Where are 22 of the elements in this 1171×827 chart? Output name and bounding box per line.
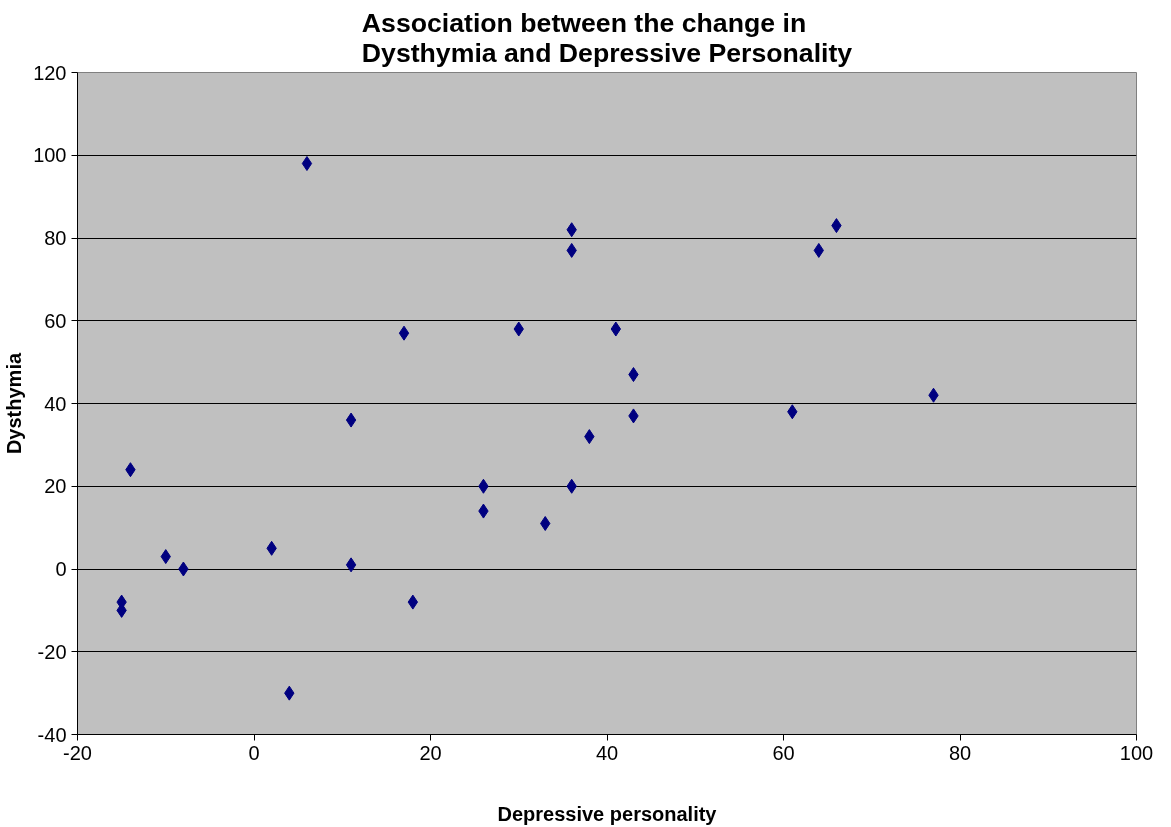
x-tick-label: 40 [595, 741, 619, 764]
point [301, 156, 313, 172]
y-tick-label: 0 [55, 558, 67, 580]
point [345, 557, 357, 573]
x-axis-title: Depressive personality [497, 802, 718, 825]
x-tick-label: 20 [419, 741, 442, 764]
point [407, 594, 419, 610]
x-tick-label: 60 [772, 741, 795, 764]
y-tick-label: 60 [44, 309, 67, 332]
x-tick-label: 0 [248, 741, 260, 764]
y-tick-label: -20 [37, 640, 67, 663]
point [345, 412, 357, 428]
y-tick-label: 120 [33, 61, 67, 84]
y-tick-label: 40 [44, 392, 67, 415]
point [398, 325, 410, 341]
x-tick-label: 80 [948, 741, 972, 764]
x-tick-label: 100 [1119, 741, 1154, 764]
y-tick-label: 100 [33, 144, 67, 167]
y-tick-label: 80 [44, 227, 67, 249]
chart-title: Association between the change in Dysthymia and Depressive Personality [361, 7, 853, 68]
y-tick-label: 20 [44, 475, 67, 498]
y-axis-title: Dysthymia [3, 352, 26, 455]
